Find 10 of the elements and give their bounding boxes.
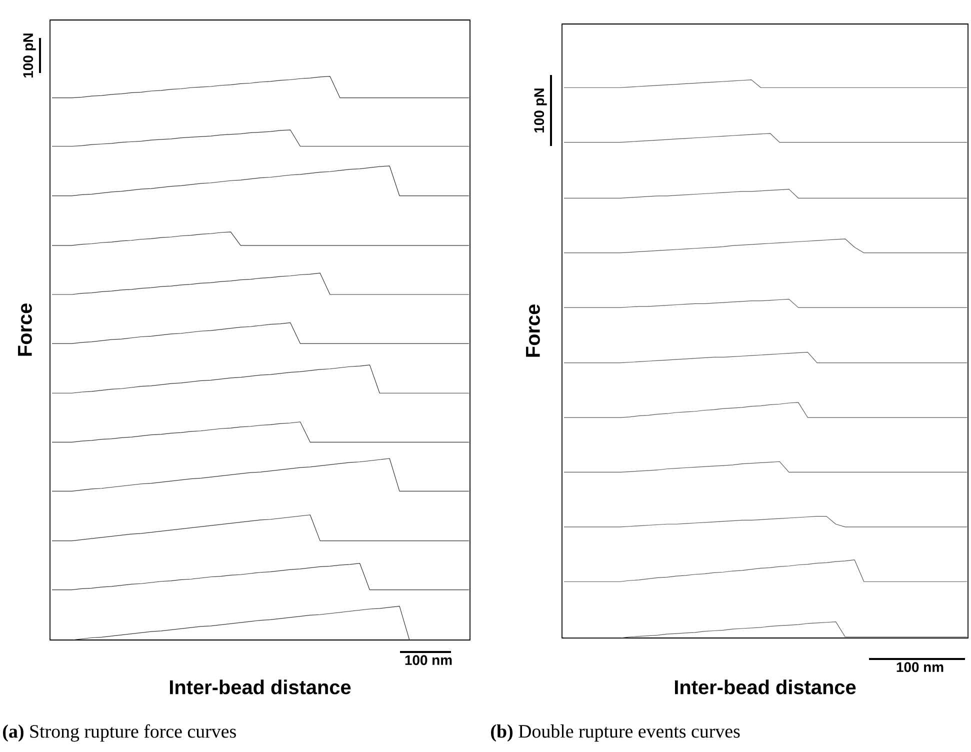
text: (b) Double rupture events curves xyxy=(491,724,740,742)
text: 100 pN xyxy=(23,34,36,78)
text: 100 nm xyxy=(405,655,452,666)
text: 100 nm xyxy=(896,662,944,672)
y-axis-title: Force xyxy=(18,304,32,356)
text: (a) Strong rupture force curves xyxy=(3,724,236,742)
text: 100 pN xyxy=(534,88,547,132)
x-axis-title: Inter-bead distance xyxy=(674,680,856,694)
y-axis-title: Force xyxy=(526,304,540,357)
x-axis-title: Inter-bead distance xyxy=(170,680,351,694)
